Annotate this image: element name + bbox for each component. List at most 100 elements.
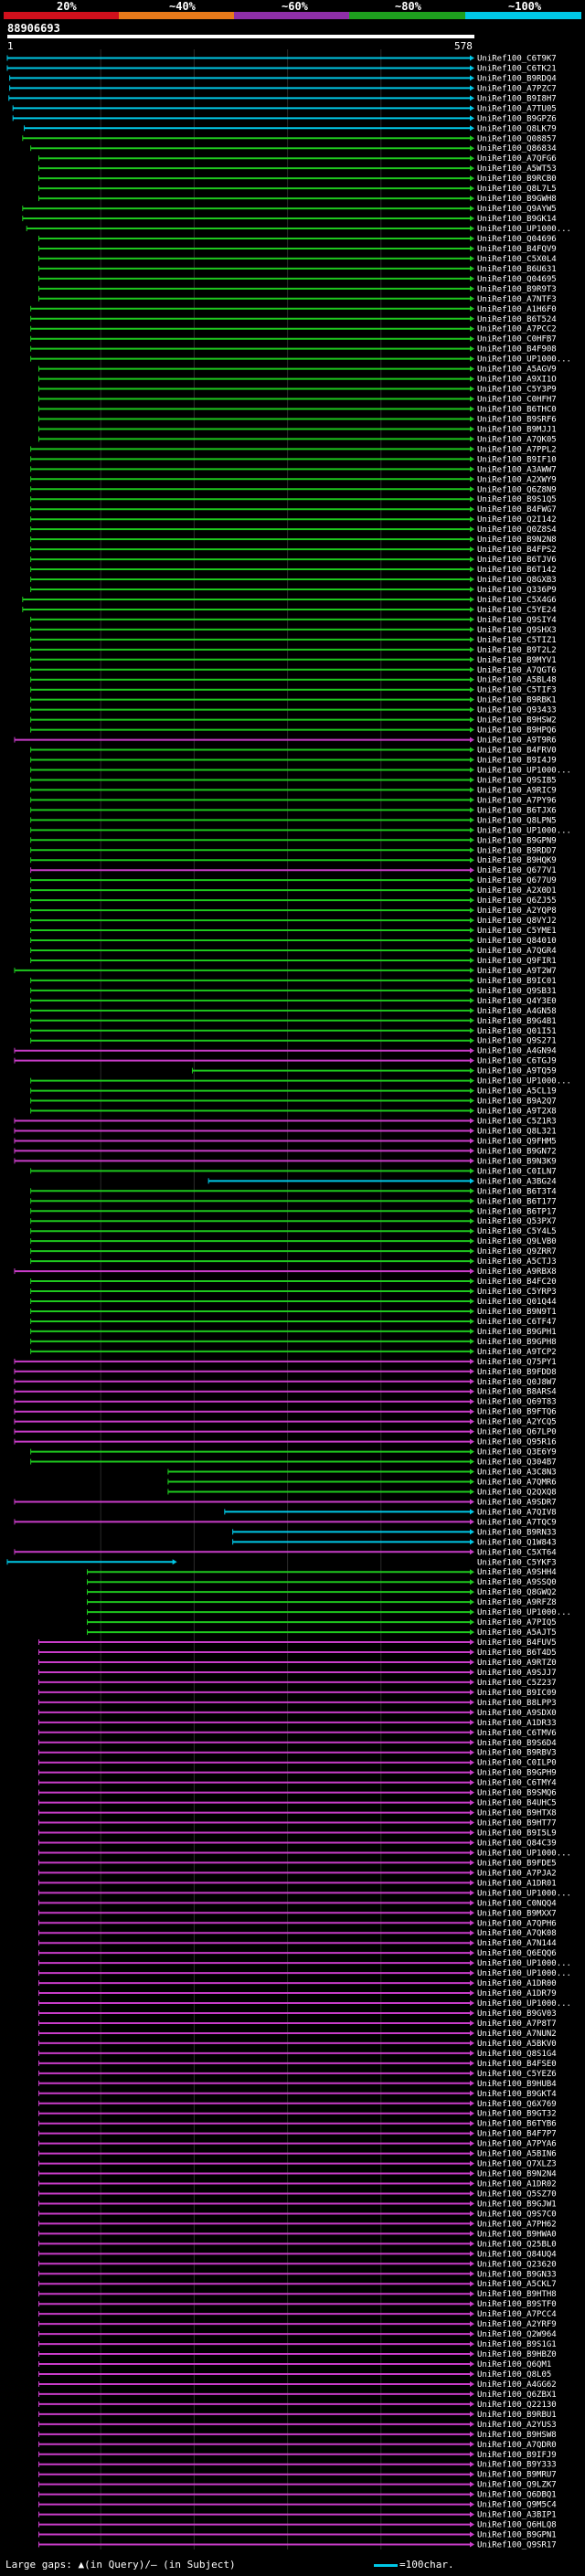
- hit-label[interactable]: UniRef100_Q04696: [477, 235, 557, 244]
- hit-row[interactable]: UniRef100_Q25BL0: [37, 2240, 557, 2249]
- hit-row[interactable]: UniRef100_B9IF10: [30, 455, 557, 464]
- hit-row[interactable]: UniRef100_Q336P9: [30, 586, 557, 595]
- hit-row[interactable]: UniRef100_Q9AYW5: [22, 205, 557, 214]
- hit-row[interactable]: UniRef100_A7PCC2: [30, 325, 557, 334]
- hit-row[interactable]: UniRef100_B6T142: [30, 566, 557, 575]
- hit-label[interactable]: UniRef100_B9HTH8: [477, 2290, 557, 2299]
- hit-label[interactable]: UniRef100_A7QMR6: [477, 1478, 557, 1487]
- hit-label[interactable]: UniRef100_B6T142: [477, 566, 557, 575]
- hit-label[interactable]: UniRef100_B4F7P7: [477, 2130, 557, 2139]
- hit-row[interactable]: UniRef100_C5YME1: [30, 927, 557, 936]
- hit-row[interactable]: UniRef100_Q9S271: [30, 1037, 557, 1046]
- hit-row[interactable]: UniRef100_Q08857: [22, 134, 557, 143]
- hit-row[interactable]: UniRef100_A7QIV8: [224, 1508, 557, 1517]
- hit-label[interactable]: UniRef100_B8ARS4: [477, 1388, 557, 1397]
- hit-row[interactable]: UniRef100_Q6QM1: [37, 2360, 551, 2369]
- hit-label[interactable]: UniRef100_B9RDD7: [477, 846, 557, 855]
- hit-label[interactable]: UniRef100_B9GN72: [477, 1147, 557, 1156]
- hit-row[interactable]: UniRef100_C6T9K7: [6, 54, 557, 63]
- hit-label[interactable]: UniRef100_B9HQK9: [477, 856, 557, 865]
- hit-label[interactable]: UniRef100_B9IC01: [477, 977, 557, 986]
- hit-label[interactable]: UniRef100_B9MRU7: [477, 2471, 557, 2480]
- hit-label[interactable]: UniRef100_B6TJV6: [477, 556, 557, 565]
- hit-row[interactable]: UniRef100_A7QGT6: [30, 666, 557, 675]
- hit-row[interactable]: UniRef100_UP1000...: [30, 1077, 571, 1087]
- hit-row[interactable]: UniRef100_C0NQQ4: [37, 1899, 557, 1908]
- hit-row[interactable]: UniRef100_A7NUN2: [37, 2030, 557, 2039]
- hit-label[interactable]: UniRef100_A7P8T7: [477, 2019, 557, 2029]
- hit-row[interactable]: UniRef100_B4F7P7: [37, 2130, 557, 2139]
- hit-label[interactable]: UniRef100_B9N3K9: [477, 1157, 557, 1166]
- hit-row[interactable]: UniRef100_A9RBX8: [14, 1267, 557, 1277]
- hit-row[interactable]: UniRef100_B9FTQ6: [14, 1408, 557, 1417]
- hit-row[interactable]: UniRef100_A4GG62: [37, 2380, 557, 2390]
- hit-label[interactable]: UniRef100_Q6HLQ8: [477, 2521, 557, 2530]
- hit-label[interactable]: UniRef100_B4UHC5: [477, 1799, 557, 1808]
- hit-row[interactable]: UniRef100_B9MYV1: [30, 656, 557, 665]
- hit-label[interactable]: UniRef100_C5YKF3: [477, 1558, 557, 1567]
- hit-row[interactable]: UniRef100_B9GPH8: [30, 1338, 557, 1347]
- hit-label[interactable]: UniRef100_A9SHH4: [477, 1568, 557, 1577]
- hit-row[interactable]: UniRef100_B9MXX7: [37, 1909, 557, 1918]
- hit-label[interactable]: UniRef100_UP1000...: [477, 1999, 571, 2009]
- hit-row[interactable]: UniRef100_UP1000...: [30, 355, 571, 365]
- hit-label[interactable]: UniRef100_A7PPL2: [477, 445, 557, 454]
- hit-row[interactable]: UniRef100_B9GT32: [37, 2110, 557, 2119]
- hit-row[interactable]: UniRef100_B9MRU7: [37, 2471, 557, 2480]
- hit-label[interactable]: UniRef100_C5YME1: [477, 927, 557, 936]
- hit-row[interactable]: UniRef100_Q6EQQ6: [37, 1949, 557, 1958]
- hit-label[interactable]: UniRef100_A3BIP1: [477, 2511, 557, 2520]
- hit-label[interactable]: UniRef100_B9S1Q5: [477, 495, 557, 504]
- hit-row[interactable]: UniRef100_B9G4B1: [30, 1017, 557, 1026]
- hit-label[interactable]: UniRef100_A3BG24: [477, 1177, 557, 1186]
- hit-row[interactable]: UniRef100_B9FDE5: [37, 1859, 557, 1868]
- hit-row[interactable]: UniRef100_B9RCB0: [37, 175, 557, 184]
- hit-label[interactable]: UniRef100_A7PZC7: [477, 84, 557, 93]
- hit-label[interactable]: UniRef100_B9RBK1: [477, 696, 557, 705]
- hit-row[interactable]: UniRef100_B6THC0: [37, 406, 557, 415]
- hit-label[interactable]: UniRef100_Q23620: [477, 2260, 557, 2269]
- hit-row[interactable]: UniRef100_A5CTJ3: [30, 1257, 557, 1267]
- hit-row[interactable]: UniRef100_Q9SB31: [30, 987, 557, 996]
- hit-label[interactable]: UniRef100_B6TJX6: [477, 806, 557, 815]
- hit-label[interactable]: UniRef100_B9STF0: [477, 2300, 557, 2309]
- hit-row[interactable]: UniRef100_A5CL19: [30, 1087, 557, 1097]
- hit-label[interactable]: UniRef100_Q1W843: [477, 1538, 557, 1547]
- hit-label[interactable]: UniRef100_B9N9T1: [477, 1308, 557, 1317]
- hit-row[interactable]: UniRef100_A7P8T7: [37, 2019, 557, 2029]
- hit-label[interactable]: UniRef100_A5AGV9: [477, 366, 557, 375]
- hit-row[interactable]: UniRef100_A9SHH4: [87, 1568, 557, 1577]
- hit-row[interactable]: UniRef100_B9SRF6: [37, 415, 557, 424]
- hit-label[interactable]: UniRef100_B9GK14: [477, 215, 557, 224]
- hit-row[interactable]: UniRef100_B6T3T4: [30, 1187, 557, 1196]
- hit-row[interactable]: UniRef100_A7PY96: [30, 796, 557, 805]
- hit-label[interactable]: UniRef100_B9HUB4: [477, 2080, 557, 2089]
- hit-row[interactable]: UniRef100_C5Z237: [37, 1679, 557, 1688]
- hit-label[interactable]: UniRef100_Q677V1: [477, 866, 557, 875]
- hit-label[interactable]: UniRef100_Q9SHX3: [477, 626, 557, 635]
- hit-label[interactable]: UniRef100_B8LPP3: [477, 1699, 557, 1708]
- hit-row[interactable]: UniRef100_Q93433: [30, 706, 557, 716]
- hit-row[interactable]: UniRef100_Q9LVB0: [30, 1237, 557, 1246]
- hit-label[interactable]: UniRef100_B9MYV1: [477, 656, 557, 665]
- hit-row[interactable]: UniRef100_A5BIN6: [37, 2150, 557, 2159]
- hit-row[interactable]: UniRef100_C6TMY4: [37, 1779, 557, 1788]
- hit-label[interactable]: UniRef100_Q04695: [477, 275, 557, 284]
- hit-row[interactable]: UniRef100_A7QFG6: [37, 154, 557, 164]
- hit-row[interactable]: UniRef100_Q0J8W7: [14, 1378, 557, 1387]
- hit-row[interactable]: UniRef100_UP1000...: [30, 766, 571, 775]
- hit-row[interactable]: UniRef100_B9HBZ0: [37, 2350, 557, 2359]
- hit-label[interactable]: UniRef100_B4FWG7: [477, 505, 557, 514]
- hit-row[interactable]: UniRef100_A9T2X8: [30, 1108, 557, 1117]
- hit-row[interactable]: UniRef100_A7QGR4: [30, 947, 557, 956]
- hit-label[interactable]: UniRef100_Q75PY1: [477, 1358, 557, 1367]
- hit-row[interactable]: UniRef100_B9R9T3: [37, 285, 557, 294]
- hit-label[interactable]: UniRef100_A9T2X8: [477, 1108, 557, 1117]
- hit-row[interactable]: UniRef100_B9S1Q5: [30, 495, 557, 504]
- hit-label[interactable]: UniRef100_Q69T83: [477, 1398, 557, 1407]
- hit-row[interactable]: UniRef100_B9GPH9: [37, 1769, 557, 1778]
- hit-label[interactable]: UniRef100_Q0J8W7: [477, 1378, 557, 1387]
- hit-row[interactable]: UniRef100_UP1000...: [37, 1999, 571, 2009]
- hit-label[interactable]: UniRef100_Q95R16: [477, 1438, 557, 1447]
- hit-label[interactable]: UniRef100_Q6X769: [477, 2100, 557, 2109]
